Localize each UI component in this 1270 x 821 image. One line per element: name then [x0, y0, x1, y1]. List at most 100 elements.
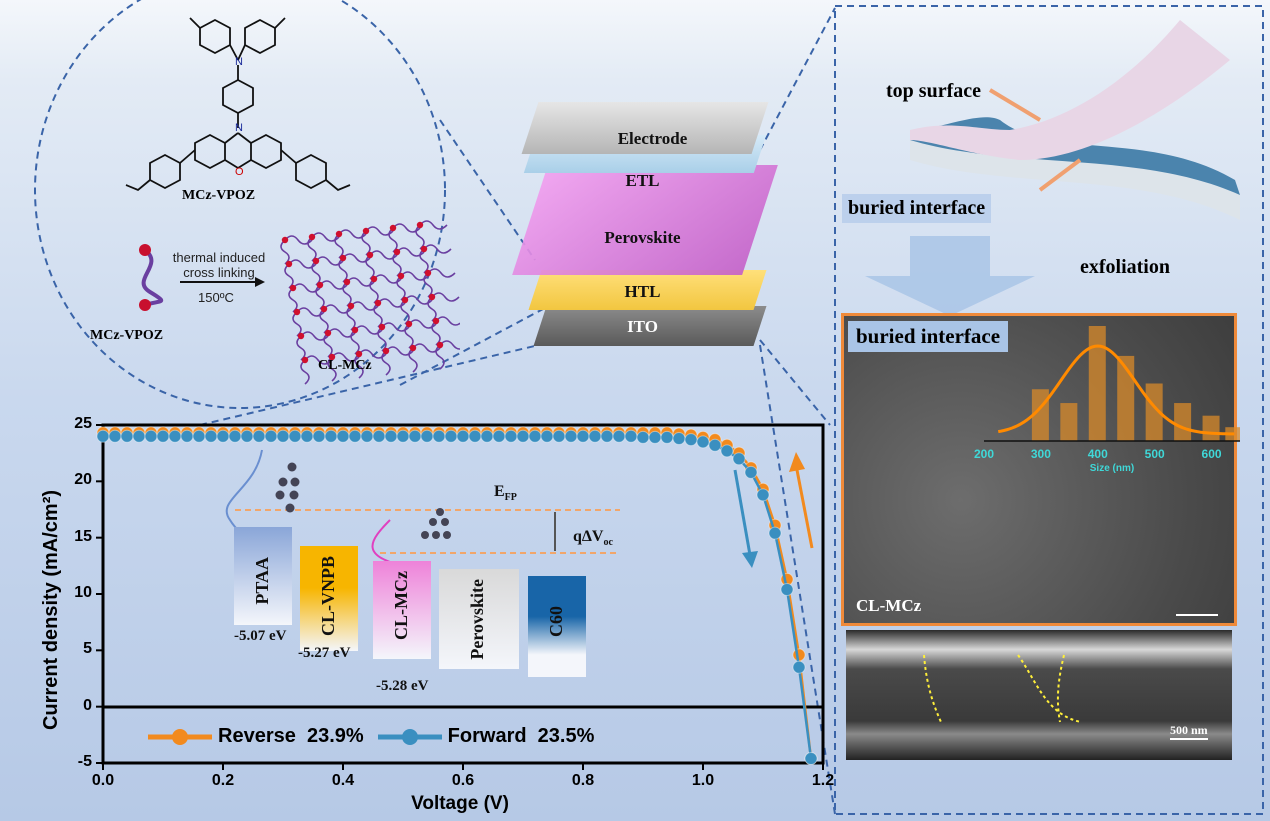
- perovskite-label: Perovskite: [467, 579, 487, 660]
- histogram-bar: [1088, 326, 1106, 441]
- crosslink-node: [393, 248, 401, 256]
- charge-carrier: [441, 518, 449, 526]
- mcz-level: -5.28 eV: [376, 678, 429, 694]
- legend-reverse: Reverse 23.9%: [218, 725, 364, 747]
- forward-point: [612, 429, 626, 443]
- forward-point: [264, 429, 278, 443]
- forward-point: [504, 429, 518, 443]
- y-tick-label: 10: [74, 584, 92, 601]
- x-tick-label: 1.0: [691, 772, 715, 789]
- cross-section-image: 500 nm: [846, 630, 1232, 760]
- hist-x-label: Size (nm): [1090, 463, 1134, 474]
- crosslink-node: [316, 281, 324, 289]
- hist-tick-label: 400: [1088, 447, 1108, 461]
- forward-point: [648, 430, 662, 444]
- forward-point: [600, 429, 614, 443]
- forward-point: [252, 429, 266, 443]
- forward-point: [588, 429, 602, 443]
- sem-image: buried interface CL-MCz 200 300 400 500 600 S…: [841, 313, 1240, 626]
- crosslink-node: [347, 302, 355, 310]
- layer-ito: ITO: [627, 317, 658, 336]
- forward-point: [324, 429, 338, 443]
- crosslink-node: [389, 224, 397, 232]
- forward-point: [360, 429, 374, 443]
- crosslink-node: [339, 254, 347, 262]
- forward-point: [312, 429, 326, 443]
- efp-sub: FP: [504, 492, 517, 504]
- forward-point: [720, 444, 734, 458]
- forward-point: [408, 429, 422, 443]
- crosslink-node: [308, 233, 316, 241]
- crosslink-node: [374, 299, 382, 307]
- ptaa-label: PTAA: [252, 557, 272, 605]
- crosslink-node: [289, 284, 297, 292]
- crosslink-node: [409, 344, 417, 352]
- forward-point: [168, 429, 182, 443]
- layer-etl: ETL: [625, 171, 660, 190]
- vnpb-level: -5.27 eV: [298, 645, 351, 661]
- charge-carrier: [278, 477, 288, 487]
- hist-tick-label: 600: [1202, 447, 1222, 461]
- forward-point: [792, 660, 806, 674]
- sem-sample-label: CL-MCz: [856, 596, 922, 615]
- charge-carrier: [287, 462, 297, 472]
- network-name: CL-MCz: [318, 358, 372, 373]
- crosslink-node: [370, 275, 378, 283]
- crosslink-node: [382, 347, 390, 355]
- perovskite-box: Perovskite: [439, 569, 519, 669]
- cross-section-scale: 500 nm: [1170, 723, 1208, 740]
- forward-point: [768, 526, 782, 540]
- arrow-line1: thermal induced: [172, 250, 266, 265]
- ptaa-box: PTAA: [234, 527, 292, 625]
- crosslink-node: [378, 323, 386, 331]
- forward-point: [528, 429, 542, 443]
- forward-point: [660, 430, 674, 444]
- efp-text: E: [494, 483, 505, 500]
- vnpb-label: CL-VNPB: [318, 556, 338, 636]
- hist-tick-label: 500: [1145, 447, 1165, 461]
- arrow-label: thermal induced cross linking: [164, 250, 274, 280]
- forward-point: [576, 429, 590, 443]
- forward-point: [384, 429, 398, 443]
- forward-point: [516, 429, 530, 443]
- forward-point: [552, 429, 566, 443]
- crosslink-node: [416, 221, 424, 229]
- crosslink-node: [366, 251, 374, 259]
- forward-point: [456, 429, 470, 443]
- hist-tick-label: 300: [1031, 447, 1051, 461]
- histogram-bar: [1145, 383, 1163, 441]
- efp-label: EFP: [494, 483, 517, 503]
- forward-point: [780, 582, 794, 596]
- exfoliation-illustration: [910, 20, 1240, 220]
- sem-title: buried interface: [848, 321, 1009, 352]
- histogram-bar: [1174, 403, 1192, 441]
- charge-carrier: [290, 477, 300, 487]
- layer-htl: HTL: [624, 282, 661, 301]
- monomer-name: MCz-VPOZ: [90, 328, 164, 343]
- forward-point: [288, 429, 302, 443]
- charge-carrier: [421, 531, 429, 539]
- forward-point: [432, 429, 446, 443]
- forward-point: [156, 429, 170, 443]
- forward-point: [420, 429, 434, 443]
- forward-point: [228, 429, 242, 443]
- grain-boundaries: [923, 654, 1082, 723]
- charge-carrier: [289, 490, 299, 500]
- size-histogram: 200 300 400 500 600 Size (nm): [974, 326, 1240, 474]
- crosslink-node: [281, 236, 289, 244]
- forward-point: [240, 429, 254, 443]
- dvoc-label: qΔVoc: [573, 528, 613, 548]
- y-tick-label: 20: [74, 471, 92, 489]
- x-tick-label: 0.4: [331, 772, 355, 789]
- histogram-bar: [1202, 415, 1220, 441]
- c60-label: C60: [546, 606, 566, 637]
- y-axis-label: Current density (mA/cm²): [40, 489, 62, 731]
- crosslink-node: [436, 341, 444, 349]
- layer-electrode: Electrode: [617, 129, 688, 148]
- forward-point: [480, 429, 494, 443]
- forward-sweep-arrow: [733, 469, 752, 556]
- forward-point: [492, 429, 506, 443]
- forward-point: [96, 429, 110, 443]
- forward-point: [444, 429, 458, 443]
- forward-point: [336, 429, 350, 443]
